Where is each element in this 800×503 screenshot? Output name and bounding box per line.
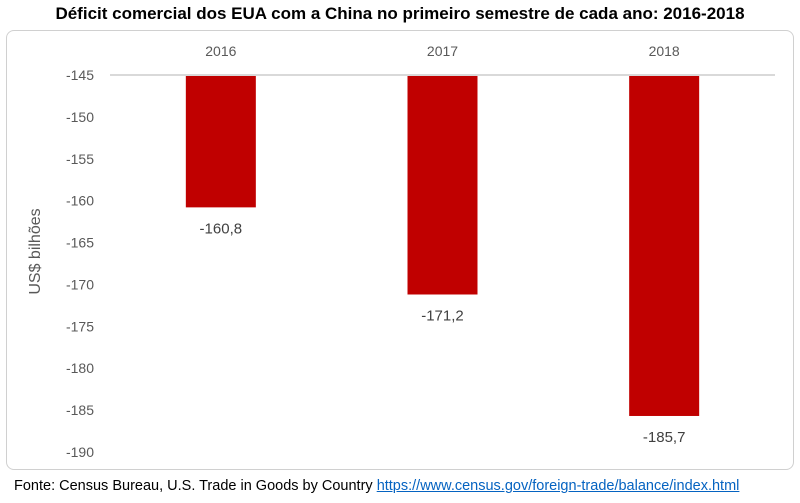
bar-2017	[407, 75, 478, 295]
bars	[185, 75, 700, 416]
data-label-2016: -160,8	[200, 220, 243, 237]
y-tick-label: -185	[66, 402, 94, 418]
chart-title: Déficit comercial dos EUA com a China no…	[55, 4, 745, 23]
chart-frame	[6, 30, 794, 470]
y-tick-label: -160	[66, 193, 94, 209]
y-tick-label: -155	[66, 151, 94, 167]
category-label-2018: 2018	[649, 43, 680, 59]
y-tick-label: -170	[66, 276, 94, 292]
data-labels: -160,8 -171,2 -185,7	[200, 220, 686, 446]
y-axis-ticks: -145 -150 -155 -160 -165 -170 -175 -180 -185 -190	[66, 67, 94, 460]
category-label-2016: 2016	[205, 43, 236, 59]
y-tick-label: -165	[66, 235, 94, 251]
y-tick-label: -180	[66, 360, 94, 376]
bar-2018	[629, 75, 700, 416]
y-axis-label: US$ bilhões	[27, 208, 44, 294]
source-link[interactable]: https://www.census.gov/foreign-trade/bal…	[376, 478, 740, 494]
y-tick-label: -145	[66, 67, 94, 83]
category-label-2017: 2017	[427, 43, 458, 59]
bar-2016	[185, 75, 256, 208]
data-label-2017: -171,2	[421, 307, 464, 324]
source-label: Fonte: Census Bureau, U.S. Trade in Good…	[14, 478, 373, 494]
source-note: Fonte: Census Bureau, U.S. Trade in Good…	[14, 478, 739, 494]
y-tick-label: -190	[66, 444, 94, 460]
y-tick-label: -175	[66, 318, 94, 334]
y-tick-label: -150	[66, 109, 94, 125]
data-label-2018: -185,7	[643, 429, 686, 446]
category-labels: 2016 2017 2018	[205, 43, 680, 59]
